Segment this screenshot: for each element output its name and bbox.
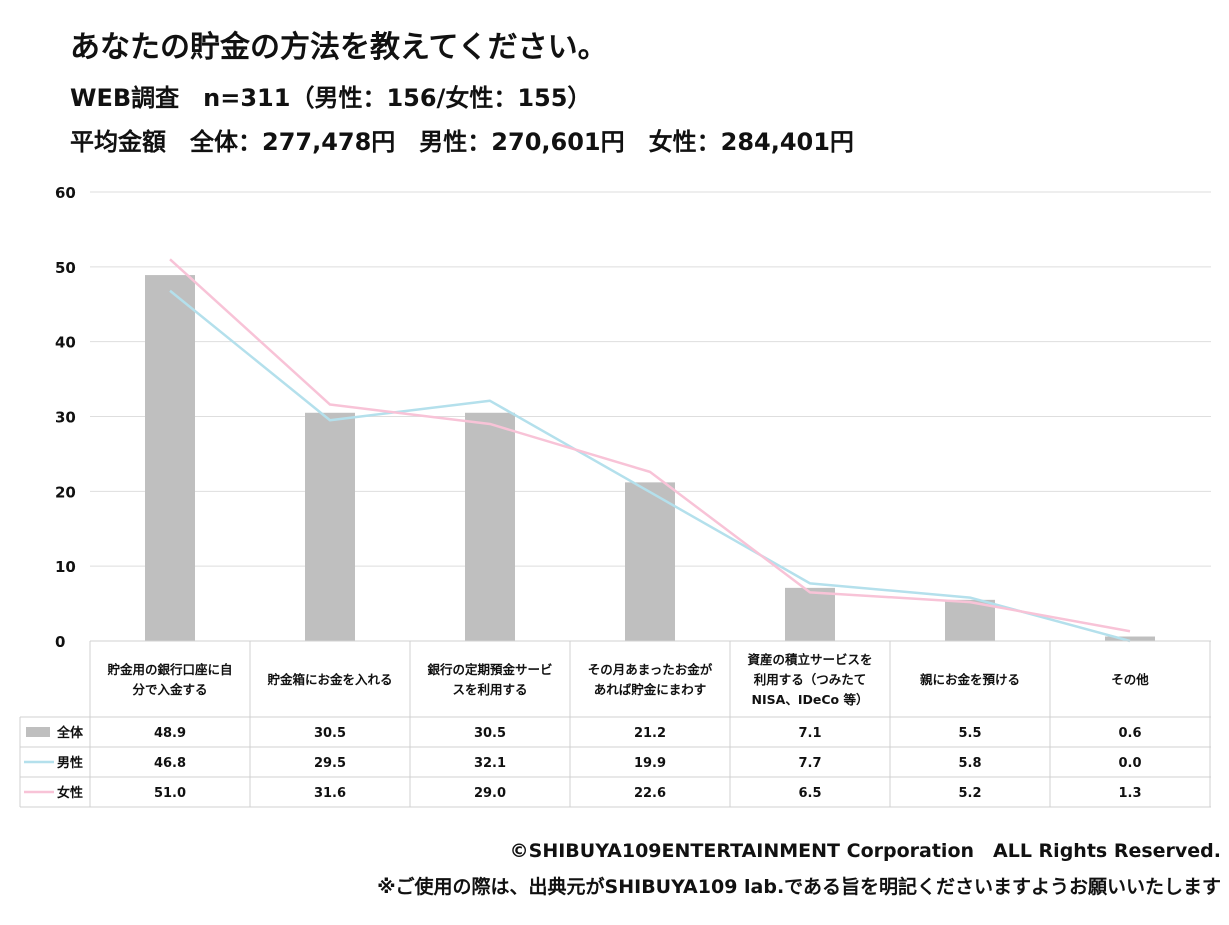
legend-key-全体 bbox=[26, 727, 50, 737]
data-label: 29.5 bbox=[314, 756, 346, 771]
usage-note: ※ご使用の際は、出典元がSHIBUYA109 lab.である旨を明記くださいます… bbox=[377, 876, 1221, 898]
data-label: 29.0 bbox=[474, 786, 506, 801]
data-label: 51.0 bbox=[154, 786, 186, 801]
bar-全体 bbox=[785, 587, 835, 641]
survey-info: WEB調査 n=311（男性：156/女性：155） bbox=[70, 84, 592, 112]
category-label: 親にお金を預ける bbox=[920, 672, 1020, 687]
category-label: 利用する（つみたて bbox=[754, 672, 867, 687]
line-男性 bbox=[169, 289, 1131, 643]
average-amount: 平均金額 全体：277,478円 男性：270,601円 女性：284,401円 bbox=[70, 128, 854, 156]
data-label: 30.5 bbox=[474, 726, 506, 741]
data-label: 19.9 bbox=[634, 756, 666, 771]
bar-全体 bbox=[465, 412, 515, 641]
y-tick-label: 30 bbox=[55, 409, 76, 427]
chart-title: あなたの貯金の方法を教えてください。 bbox=[70, 30, 608, 65]
category-label: 貯金箱にお金を入れる bbox=[267, 672, 392, 687]
data-label: 7.1 bbox=[798, 726, 821, 741]
data-label: 21.2 bbox=[634, 726, 666, 741]
category-label: 資産の積立サービスを bbox=[747, 652, 872, 667]
data-label: 32.1 bbox=[474, 756, 506, 771]
data-label: 31.6 bbox=[314, 786, 346, 801]
bar-全体 bbox=[145, 275, 195, 641]
line-女性 bbox=[169, 258, 1131, 633]
data-label: 0.6 bbox=[1118, 726, 1141, 741]
data-label: 30.5 bbox=[314, 726, 346, 741]
category-label: あれば貯金にまわす bbox=[594, 682, 707, 697]
category-label: 分で入金する bbox=[132, 682, 207, 697]
category-label: その他 bbox=[1111, 672, 1149, 687]
data-label: 1.3 bbox=[1118, 786, 1141, 801]
bar-全体 bbox=[1105, 636, 1155, 641]
data-label: 6.5 bbox=[798, 786, 821, 801]
data-label: 5.2 bbox=[958, 786, 981, 801]
data-label: 46.8 bbox=[154, 756, 186, 771]
category-label: スを利用する bbox=[452, 682, 527, 697]
legend-label: 女性 bbox=[57, 785, 83, 801]
y-tick-label: 10 bbox=[55, 558, 76, 576]
data-label: 7.7 bbox=[798, 756, 821, 771]
category-label: 銀行の定期預金サービ bbox=[426, 662, 552, 677]
category-label: NISA、IDeCo 等） bbox=[752, 692, 869, 707]
bar-全体 bbox=[625, 482, 675, 641]
category-label: 貯金用の銀行口座に自 bbox=[107, 662, 232, 677]
copyright-text: ©SHIBUYA109ENTERTAINMENT Corporation ALL… bbox=[509, 840, 1221, 862]
bar-全体 bbox=[305, 412, 355, 641]
y-tick-label: 60 bbox=[55, 184, 76, 202]
data-label: 22.6 bbox=[634, 786, 666, 801]
bar-全体 bbox=[945, 599, 995, 641]
category-label: その月あまったお金が bbox=[588, 662, 713, 677]
data-label: 48.9 bbox=[154, 726, 186, 741]
data-label: 0.0 bbox=[1118, 756, 1141, 771]
data-label: 5.8 bbox=[958, 756, 981, 771]
y-tick-label: 50 bbox=[55, 259, 76, 277]
y-tick-label: 40 bbox=[55, 334, 76, 352]
legend-label: 全体 bbox=[56, 725, 84, 741]
data-label: 5.5 bbox=[958, 726, 981, 741]
legend-label: 男性 bbox=[57, 755, 83, 771]
y-tick-label: 20 bbox=[55, 483, 76, 501]
y-tick-label: 0 bbox=[55, 633, 65, 651]
